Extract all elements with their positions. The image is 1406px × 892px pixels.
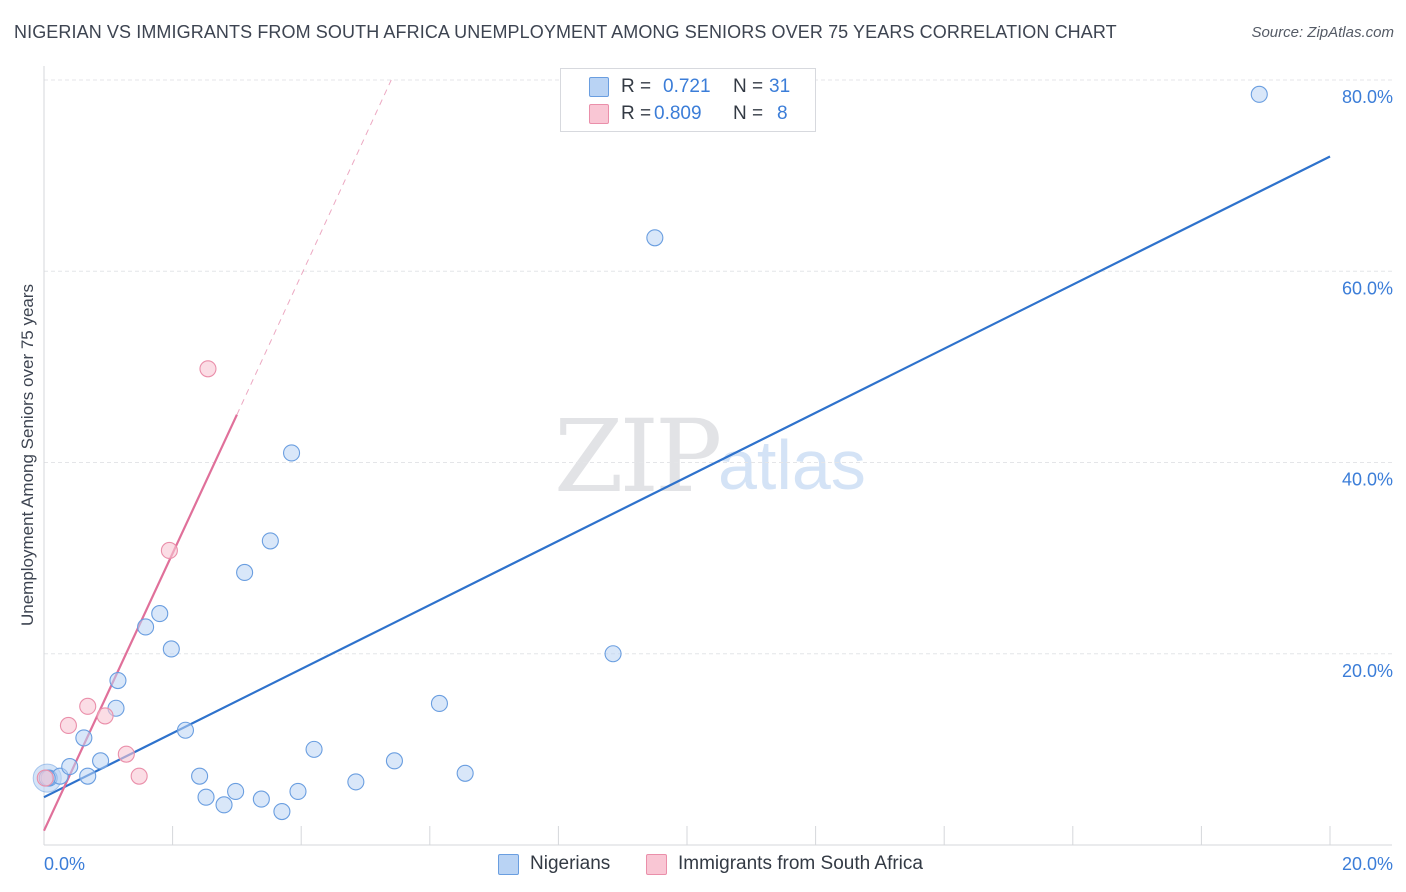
nigerians-trendline — [43, 155, 1331, 799]
nigerians-point — [151, 605, 169, 623]
source-label: Source: ZipAtlas.com — [1251, 24, 1394, 41]
south-africa-point — [36, 769, 54, 787]
nigerians-point — [162, 640, 180, 658]
south-africa-legend-swatch — [646, 854, 667, 875]
nigerians-point — [75, 729, 93, 747]
correlation-legend: R = 0.721 N = 31 R = 0.809 N = 8 — [560, 68, 816, 132]
watermark-atlas: atlas — [718, 426, 866, 504]
nigerians-swatch — [589, 77, 609, 97]
n-label: N = — [733, 103, 764, 124]
y-axis-label: Unemployment Among Seniors over 75 years — [18, 283, 37, 627]
south-africa-trendline-extension — [236, 79, 392, 415]
nigerians-legend-label: Nigerians — [530, 853, 611, 874]
nigerians-point — [604, 645, 622, 663]
nigerians-point — [385, 752, 403, 770]
nigerians-point — [456, 764, 474, 782]
south-africa-point — [130, 767, 148, 785]
legend-row-south-africa: R = 0.809 N = 8 — [561, 101, 815, 127]
nigerians-point — [92, 752, 110, 770]
nigerians-point — [176, 721, 195, 739]
nigerians-legend-swatch — [498, 854, 519, 875]
nigerians-n-value: 31 — [769, 76, 791, 97]
y-tick-label: 40.0% — [1342, 470, 1393, 490]
nigerians-point — [283, 444, 301, 462]
nigerians-point — [109, 671, 127, 690]
watermark-zip: ZIP — [554, 398, 722, 515]
nigerians-r-value: 0.721 — [663, 76, 711, 97]
y-tick-label: 20.0% — [1342, 661, 1393, 681]
bottom-legend-nigerians: Nigerians — [498, 852, 638, 876]
nigerians-point — [430, 694, 448, 713]
nigerians-point — [305, 740, 323, 758]
south-africa-point — [96, 707, 114, 725]
south-africa-point — [117, 745, 135, 763]
r-label: R = — [621, 76, 652, 97]
south-africa-point — [199, 360, 217, 378]
nigerians-point — [1250, 85, 1268, 103]
nigerians-point — [215, 796, 233, 814]
nigerians-point — [646, 229, 664, 247]
bottom-legend-south-africa: Immigrants from South Africa — [646, 852, 966, 876]
south-africa-legend-label: Immigrants from South Africa — [678, 853, 923, 874]
south-africa-point — [160, 541, 178, 560]
x-tick-label-max: 20.0% — [1342, 854, 1393, 874]
south-africa-n-value: 8 — [777, 103, 788, 124]
y-tick-label: 80.0% — [1342, 87, 1393, 107]
nigerians-point — [261, 532, 279, 550]
nigerians-point — [227, 782, 245, 801]
south-africa-swatch — [589, 104, 609, 124]
nigerians-point — [79, 767, 97, 785]
r-label: R = — [621, 103, 652, 124]
nigerians-point — [137, 618, 155, 636]
n-label: N = — [733, 76, 764, 97]
nigerians-point — [197, 788, 215, 806]
nigerians-point — [347, 773, 365, 791]
south-africa-r-value: 0.809 — [654, 103, 702, 124]
nigerians-point — [61, 758, 79, 776]
nigerians-point — [252, 790, 270, 808]
south-africa-point — [59, 716, 77, 735]
y-tick-label: 60.0% — [1342, 278, 1393, 298]
chart-title: NIGERIAN VS IMMIGRANTS FROM SOUTH AFRICA… — [14, 22, 1117, 42]
legend-row-nigerians: R = 0.721 N = 31 — [561, 74, 815, 100]
south-africa-point — [79, 697, 97, 715]
nigerians-point — [191, 767, 209, 785]
nigerians-point — [289, 782, 307, 801]
nigerians-point — [273, 802, 291, 821]
x-tick-label-min: 0.0% — [44, 854, 85, 874]
nigerians-point — [236, 563, 254, 582]
